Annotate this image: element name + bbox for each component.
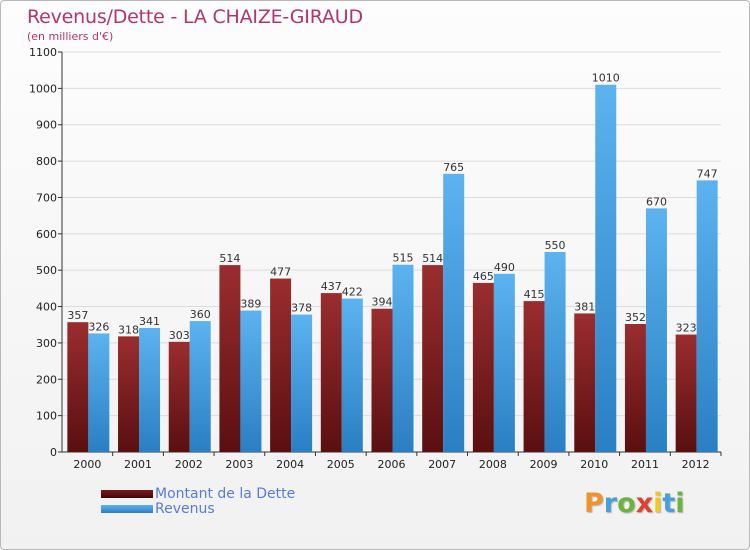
bar-dette-2007 xyxy=(422,265,444,452)
bar-label-revenus-2001: 341 xyxy=(139,315,160,328)
bar-label-revenus-2012: 747 xyxy=(697,167,718,180)
y-tick-label-800: 800 xyxy=(36,155,57,168)
bar-label-dette-2006: 394 xyxy=(372,296,393,309)
bar-label-revenus-2006: 515 xyxy=(393,252,414,265)
bar-label-revenus-2005: 422 xyxy=(342,286,363,299)
legend-label-revenus: Revenus xyxy=(155,501,215,517)
bar-dette-2010 xyxy=(574,313,596,452)
y-tick-label-400: 400 xyxy=(36,301,57,314)
bar-dette-2005 xyxy=(320,293,342,452)
x-tick-label-2011: 2011 xyxy=(631,458,659,471)
y-tick-label-300: 300 xyxy=(36,337,57,350)
logo-letter: r xyxy=(603,488,618,519)
bar-revenus-2007 xyxy=(443,173,465,452)
bar-revenus-2000 xyxy=(88,333,110,452)
bar-revenus-2008 xyxy=(493,273,515,452)
bar-label-revenus-2003: 389 xyxy=(240,298,261,311)
bar-revenus-2003 xyxy=(240,310,262,452)
bar-dette-2011 xyxy=(624,324,646,452)
bar-label-revenus-2009: 550 xyxy=(545,239,566,252)
bar-revenus-2006 xyxy=(392,264,414,452)
bar-label-revenus-2008: 490 xyxy=(494,261,515,274)
bar-revenus-2011 xyxy=(645,208,667,452)
bar-label-dette-2012: 323 xyxy=(676,322,697,335)
legend-swatch-revenus xyxy=(101,505,153,513)
legend-label-dette: Montant de la Dette xyxy=(155,486,296,502)
x-tick-label-2004: 2004 xyxy=(276,458,304,471)
proxiti-logo: Proxiti xyxy=(584,488,685,519)
bar-label-dette-2002: 303 xyxy=(169,329,190,342)
bar-label-dette-2005: 437 xyxy=(321,280,342,293)
bar-label-revenus-2011: 670 xyxy=(646,195,667,208)
y-tick-label-700: 700 xyxy=(36,191,57,204)
bar-dette-2009 xyxy=(523,301,545,452)
bar-label-revenus-2002: 360 xyxy=(190,308,211,321)
x-tick-label-2010: 2010 xyxy=(580,458,608,471)
bar-dette-2012 xyxy=(675,334,697,452)
logo-letter: o xyxy=(617,488,636,519)
y-tick-label-600: 600 xyxy=(36,228,57,241)
y-tick-label-900: 900 xyxy=(36,119,57,132)
bar-dette-2000 xyxy=(67,322,89,452)
bar-label-dette-2007: 514 xyxy=(422,252,443,265)
x-tick-label-2003: 2003 xyxy=(225,458,253,471)
y-tick-label-500: 500 xyxy=(36,264,57,277)
bar-label-revenus-2007: 765 xyxy=(443,161,464,174)
bar-dette-2008 xyxy=(472,282,494,452)
x-tick-label-2007: 2007 xyxy=(428,458,456,471)
x-tick-label-2008: 2008 xyxy=(479,458,507,471)
bar-label-dette-2008: 465 xyxy=(473,270,494,283)
logo-letter: t xyxy=(662,488,676,519)
y-tick-label-1100: 1100 xyxy=(29,46,57,59)
bar-dette-2004 xyxy=(270,278,292,452)
chart-title: Revenus/Dette - LA CHAIZE-GIRAUD xyxy=(27,6,363,28)
x-tick-label-2002: 2002 xyxy=(175,458,203,471)
bar-label-revenus-2004: 378 xyxy=(291,302,312,315)
y-tick-label-100: 100 xyxy=(36,410,57,423)
chart-subtitle: (en milliers d'€) xyxy=(27,30,114,43)
bar-revenus-2002 xyxy=(189,321,211,452)
bar-dette-2001 xyxy=(118,336,140,452)
logo-letter: P xyxy=(584,488,604,519)
bar-dette-2002 xyxy=(168,341,190,452)
x-tick-label-2006: 2006 xyxy=(378,458,406,471)
y-tick-label-200: 200 xyxy=(36,373,57,386)
x-tick-label-2000: 2000 xyxy=(73,458,101,471)
bar-revenus-2012 xyxy=(696,180,718,452)
y-tick-label-0: 0 xyxy=(50,446,57,459)
bar-revenus-2001 xyxy=(139,328,161,452)
x-tick-label-2001: 2001 xyxy=(124,458,152,471)
bar-label-dette-2010: 381 xyxy=(574,300,595,313)
bar-label-revenus-2000: 326 xyxy=(88,320,109,333)
bar-revenus-2009 xyxy=(544,252,566,452)
bar-label-dette-2000: 357 xyxy=(67,309,88,322)
bar-dette-2006 xyxy=(371,308,393,452)
bar-revenus-2005 xyxy=(341,298,363,452)
legend-swatch-dette xyxy=(101,490,153,498)
y-tick-label-1000: 1000 xyxy=(29,82,57,95)
bar-revenus-2010 xyxy=(595,84,617,453)
bar-label-dette-2004: 477 xyxy=(270,266,291,279)
bar-label-dette-2001: 318 xyxy=(118,323,139,336)
x-tick-label-2009: 2009 xyxy=(530,458,558,471)
logo-letter: i xyxy=(653,488,663,519)
logo-letter: i xyxy=(675,488,685,519)
logo-letter: x xyxy=(635,488,654,519)
bar-label-revenus-2010: 1010 xyxy=(592,72,620,85)
bar-label-dette-2011: 352 xyxy=(625,311,646,324)
bar-revenus-2004 xyxy=(291,314,313,452)
x-tick-label-2012: 2012 xyxy=(682,458,710,471)
bar-label-dette-2009: 415 xyxy=(524,288,545,301)
bar-label-dette-2003: 514 xyxy=(219,252,240,265)
x-tick-label-2005: 2005 xyxy=(327,458,355,471)
bar-dette-2003 xyxy=(219,265,241,452)
